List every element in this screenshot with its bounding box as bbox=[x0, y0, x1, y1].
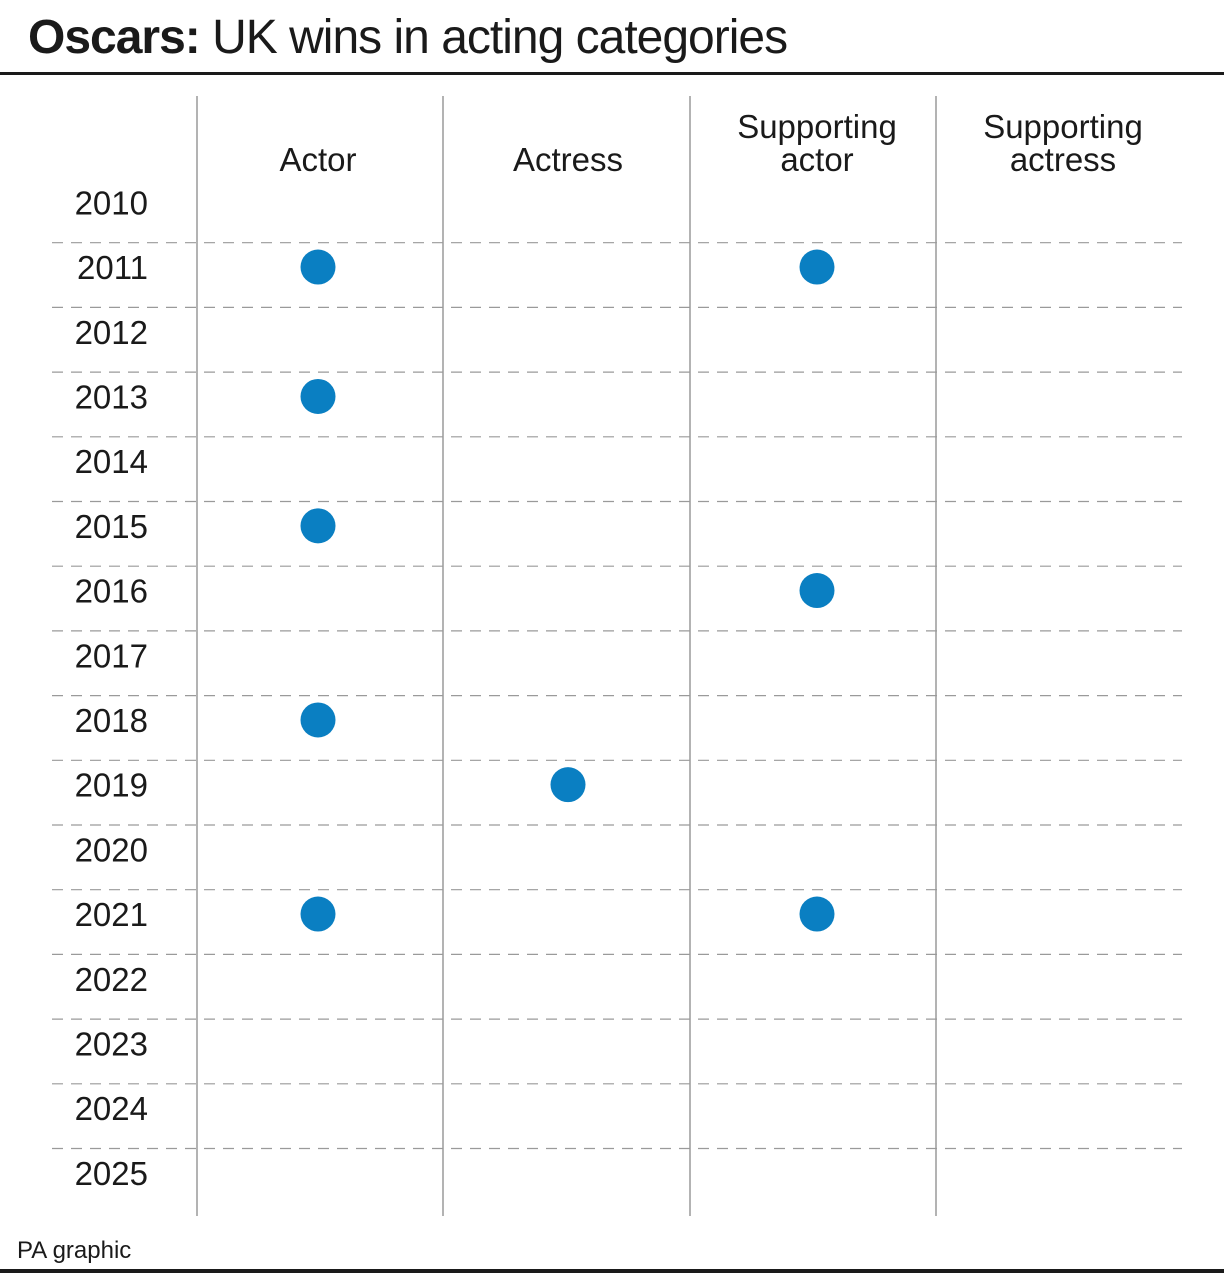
year-label: 2023 bbox=[75, 1025, 148, 1062]
year-label: 2018 bbox=[75, 702, 148, 739]
win-marker bbox=[550, 767, 586, 803]
win-marker bbox=[799, 896, 835, 932]
page-title: Oscars: UK wins in acting categories bbox=[28, 8, 788, 68]
year-label: 2021 bbox=[75, 896, 148, 933]
win-marker bbox=[300, 896, 336, 932]
column-header-supporting_actor: Supporting bbox=[737, 108, 897, 145]
bottom-divider bbox=[0, 1269, 1224, 1273]
year-label: 2013 bbox=[75, 378, 148, 415]
title-bold: Oscars: bbox=[28, 11, 201, 64]
column-header-supporting_actress: actress bbox=[1010, 141, 1116, 178]
win-marker bbox=[300, 702, 336, 738]
year-label: 2015 bbox=[75, 508, 148, 545]
title-rest: UK wins in acting categories bbox=[212, 11, 788, 64]
year-label: 2014 bbox=[75, 443, 148, 480]
column-header-supporting_actress: Supporting bbox=[983, 108, 1143, 145]
win-marker bbox=[799, 249, 835, 285]
year-label: 2019 bbox=[75, 767, 148, 804]
wins-chart: Actor ActressSupportingactorSupportingact… bbox=[52, 96, 1182, 1216]
year-label: 2025 bbox=[75, 1155, 148, 1192]
year-label: 2016 bbox=[75, 573, 148, 610]
win-marker bbox=[300, 508, 336, 544]
win-marker bbox=[300, 249, 336, 285]
column-header-actress: Actress bbox=[513, 141, 623, 178]
win-marker bbox=[799, 573, 835, 609]
column-header-actor: Actor bbox=[279, 141, 356, 178]
year-label: 2012 bbox=[75, 314, 148, 351]
column-header-supporting_actor: actor bbox=[780, 141, 853, 178]
year-label: 2010 bbox=[75, 184, 148, 221]
year-label: 2024 bbox=[75, 1090, 148, 1127]
title-divider bbox=[0, 72, 1224, 75]
year-label: 2020 bbox=[75, 831, 148, 868]
credit: PA graphic bbox=[17, 1237, 132, 1264]
year-label: 2011 bbox=[77, 249, 148, 286]
year-label: 2022 bbox=[75, 961, 148, 998]
win-marker bbox=[300, 378, 336, 414]
year-label: 2017 bbox=[75, 637, 148, 674]
